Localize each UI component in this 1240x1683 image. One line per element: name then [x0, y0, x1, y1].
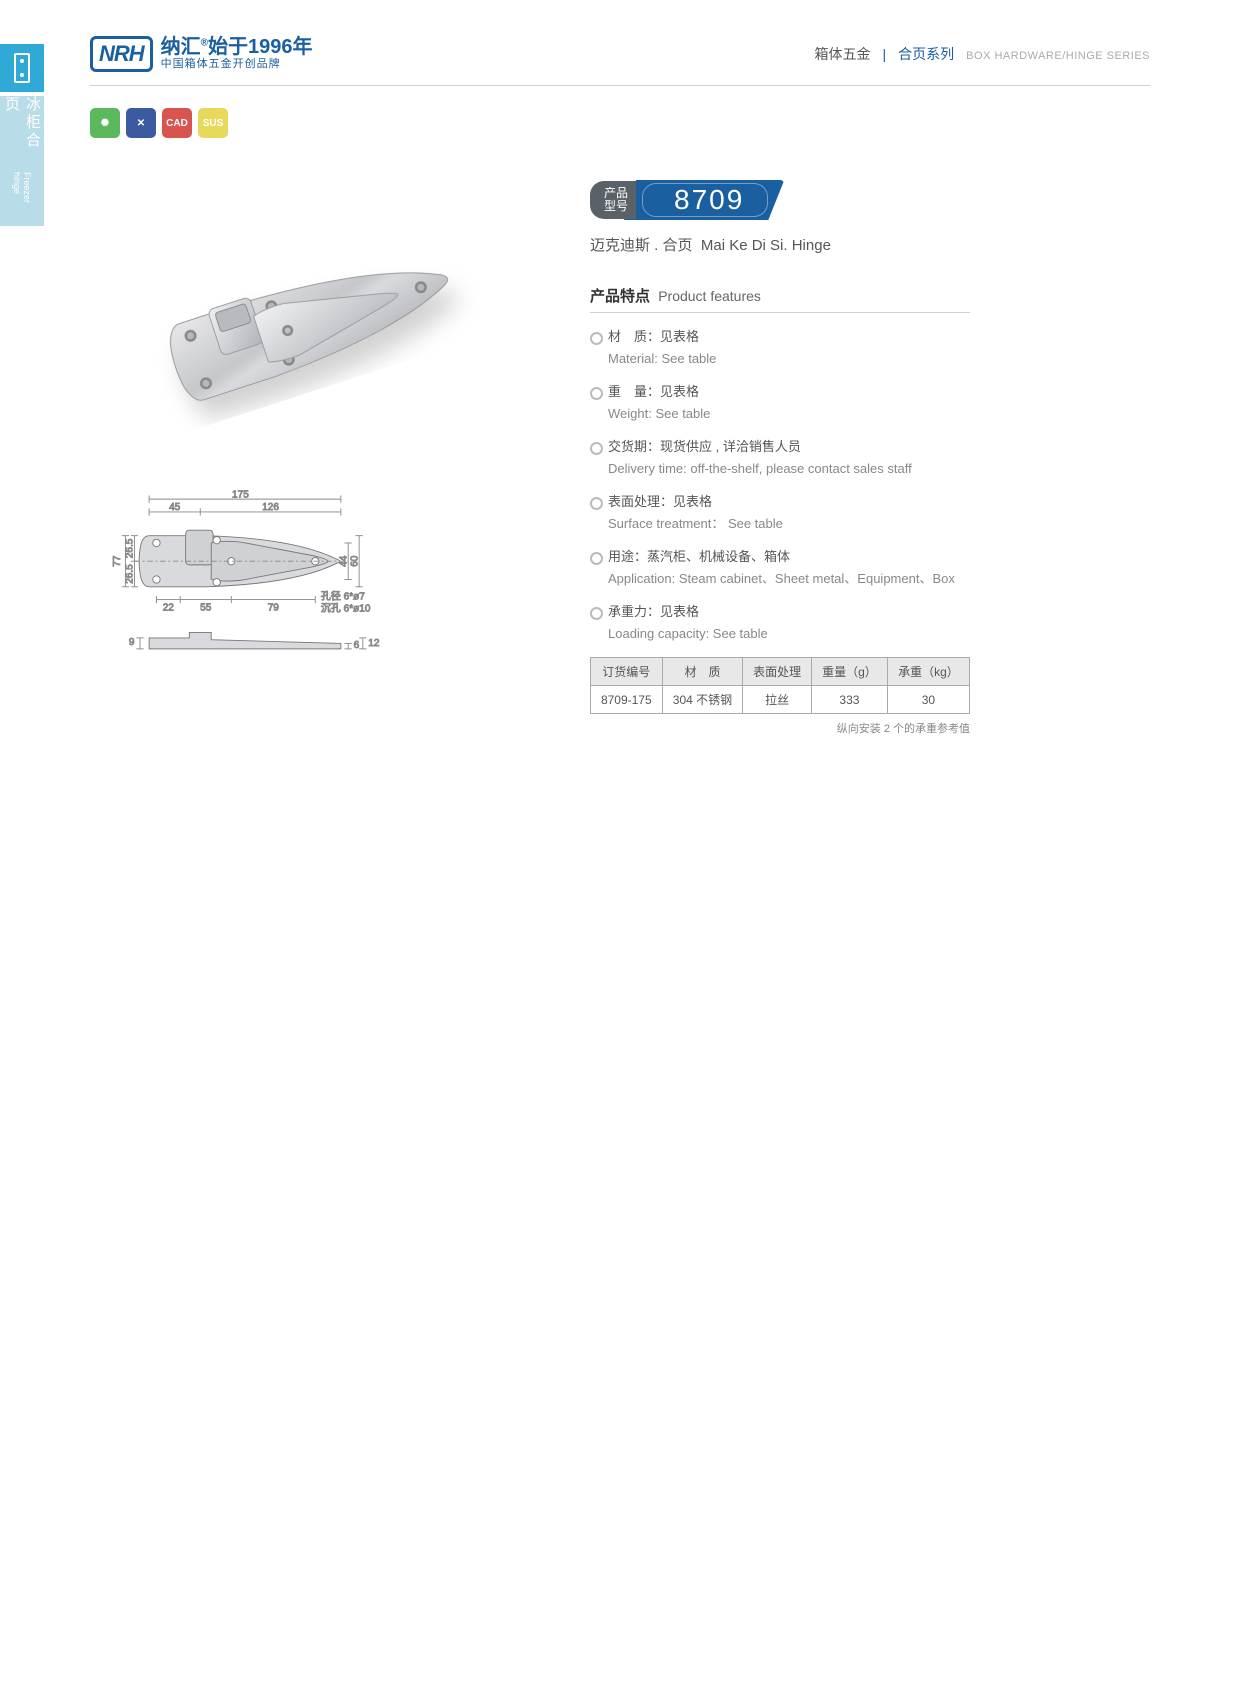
- feature-item: 用途：蒸汽柜、机械设备、箱体Application: Steam cabinet…: [590, 547, 970, 588]
- technical-drawing: 175 45 126 77 26.5 26.5 44 60: [100, 490, 390, 700]
- th-2: 表面处理: [743, 658, 812, 686]
- logo-main-line: 纳汇®始于1996年: [161, 36, 313, 58]
- feature-en: Weight: See table: [608, 404, 970, 424]
- td-0: 8709-175: [591, 686, 663, 714]
- model-label-l2: 型号: [604, 199, 628, 213]
- brand-cn: 纳汇: [161, 36, 201, 58]
- table-note: 纵向安装 2 个的承重参考值: [590, 720, 970, 736]
- th-1: 材 质: [662, 658, 743, 686]
- dim-b2: 55: [200, 603, 212, 614]
- feature-en: Delivery time: off-the-shelf, please con…: [608, 459, 970, 479]
- th-0: 订货编号: [591, 658, 663, 686]
- table-row: 8709-175 304 不锈钢 拉丝 333 30: [591, 686, 970, 714]
- since-text: 始于1996年: [208, 36, 313, 58]
- model-number: 8709: [624, 180, 784, 220]
- dim-half-top: 26.5: [125, 538, 136, 558]
- side-tab-icon: [0, 44, 44, 92]
- feature-item: 材 质：见表格Material: See table: [590, 327, 970, 368]
- dim-overall-h: 77: [112, 555, 123, 567]
- side-category-cn: 冰柜合页: [1, 96, 43, 166]
- th-4: 承重（kg）: [887, 658, 969, 686]
- feature-item: 承重力：见表格Loading capacity: See table: [590, 602, 970, 643]
- feature-en: Loading capacity: See table: [608, 624, 970, 644]
- feature-cn: 用途：蒸汽柜、机械设备、箱体: [608, 547, 970, 567]
- feature-item: 交货期：现货供应 , 详洽销售人员Delivery time: off-the-…: [590, 437, 970, 478]
- badge-sus-icon: SUS: [198, 108, 228, 138]
- feature-en: Surface treatment： See table: [608, 514, 970, 534]
- product-photo: [130, 180, 510, 460]
- logo-abbr: NRH: [90, 36, 153, 72]
- header-breadcrumb: 箱体五金 | 合页系列 BOX HARDWARE/HINGE SERIES: [815, 44, 1150, 64]
- side-h-r2: 12: [368, 638, 380, 649]
- breadcrumb-cat2: 合页系列: [898, 44, 954, 64]
- dim-inner-h1: 44: [338, 555, 349, 567]
- hole-note-1: 孔径 6*ø7: [321, 590, 365, 603]
- feature-cn: 承重力：见表格: [608, 602, 970, 622]
- features-title-cn: 产品特点: [590, 288, 650, 305]
- feature-cn: 交货期：现货供应 , 详洽销售人员: [608, 437, 970, 457]
- side-category-tab: 冰柜合页 Freezer hinge: [0, 96, 44, 226]
- feature-cn: 重 量：见表格: [608, 382, 970, 402]
- side-h-left: 9: [129, 637, 135, 648]
- dim-half-bot: 26.5: [125, 564, 136, 584]
- td-4: 30: [887, 686, 969, 714]
- badge-cad-icon: CAD: [162, 108, 192, 138]
- breadcrumb-cat1: 箱体五金: [815, 44, 871, 64]
- feature-en: Application: Steam cabinet、Sheet metal、E…: [608, 569, 970, 589]
- feature-item: 表面处理：见表格Surface treatment： See table: [590, 492, 970, 533]
- reg-mark: ®: [201, 38, 208, 49]
- dim-b1: 22: [163, 603, 175, 614]
- breadcrumb-sep: |: [883, 46, 887, 62]
- breadcrumb-en: BOX HARDWARE/HINGE SERIES: [966, 50, 1150, 62]
- feature-cn: 材 质：见表格: [608, 327, 970, 347]
- product-name-cn: 迈克迪斯 . 合页: [590, 237, 693, 254]
- dim-b3: 79: [268, 603, 280, 614]
- td-2: 拉丝: [743, 686, 812, 714]
- dim-inner-h2: 60: [349, 555, 360, 567]
- product-name-en: Mai Ke Di Si. Hinge: [701, 237, 831, 254]
- logo-block: NRH 纳汇®始于1996年 中国箱体五金开创品牌: [90, 36, 313, 72]
- td-1: 304 不锈钢: [662, 686, 743, 714]
- features-title: 产品特点 Product features: [590, 285, 970, 306]
- page-header: NRH 纳汇®始于1996年 中国箱体五金开创品牌 箱体五金 | 合页系列 BO…: [90, 30, 1150, 86]
- product-name: 迈克迪斯 . 合页 Mai Ke Di Si. Hinge: [590, 234, 970, 255]
- features-divider: [590, 312, 970, 313]
- feature-cn: 表面处理：见表格: [608, 492, 970, 512]
- td-3: 333: [812, 686, 888, 714]
- spec-table: 订货编号 材 质 表面处理 重量（g） 承重（kg） 8709-175 304 …: [590, 657, 970, 714]
- hole-note-2: 沉孔 6*ø10: [321, 601, 371, 614]
- tagline: 中国箱体五金开创品牌: [161, 58, 313, 70]
- badge-tools-icon: ✕: [126, 108, 156, 138]
- features-list: 材 质：见表格Material: See table 重 量：见表格Weight:…: [590, 327, 970, 643]
- side-h-r1: 6: [354, 640, 360, 651]
- feature-en: Material: See table: [608, 349, 970, 369]
- features-title-en: Product features: [658, 288, 761, 304]
- model-label: 产品 型号: [590, 181, 636, 219]
- side-category-en: Freezer hinge: [12, 172, 32, 226]
- dim-left-w: 45: [169, 502, 181, 513]
- model-label-l1: 产品: [604, 186, 628, 200]
- feature-item: 重 量：见表格Weight: See table: [590, 382, 970, 423]
- badge-row: ✺ ✕ CAD SUS: [90, 108, 228, 138]
- th-3: 重量（g）: [812, 658, 888, 686]
- dim-overall-w: 175: [232, 490, 249, 500]
- model-row: 产品 型号 8709: [590, 180, 970, 220]
- dim-right-w: 126: [262, 502, 279, 513]
- badge-eco-icon: ✺: [90, 108, 120, 138]
- info-column: 产品 型号 8709 迈克迪斯 . 合页 Mai Ke Di Si. Hinge…: [590, 180, 970, 736]
